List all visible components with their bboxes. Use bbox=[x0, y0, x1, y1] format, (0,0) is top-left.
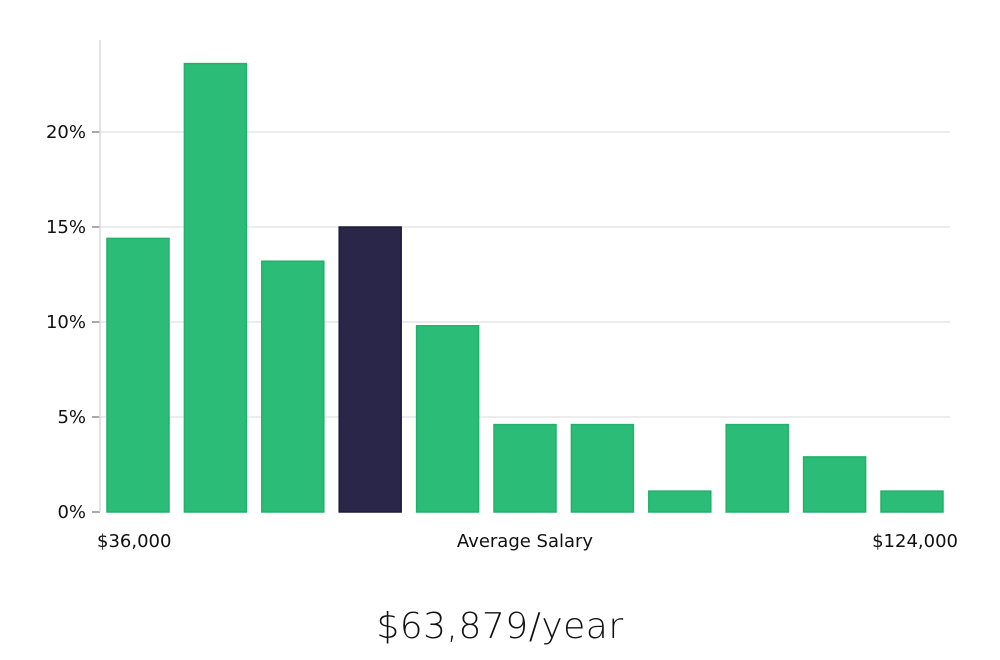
histogram-bar bbox=[802, 456, 867, 513]
histogram-bar bbox=[493, 423, 557, 513]
average-salary-value: $63,879/year bbox=[376, 606, 624, 647]
histogram-bar bbox=[570, 423, 635, 513]
y-tick-label: 20% bbox=[46, 122, 86, 143]
x-axis-title: Average Salary bbox=[457, 531, 594, 552]
histogram-bar bbox=[648, 490, 712, 513]
histogram-bar bbox=[415, 325, 480, 513]
histogram-bar-highlighted bbox=[338, 226, 402, 513]
y-axis-ticks: 0% 5% 10% 15% 20% bbox=[46, 122, 100, 523]
y-tick-label: 0% bbox=[57, 502, 86, 523]
histogram-bar bbox=[261, 260, 325, 513]
salary-histogram: 0% 5% 10% 15% 20% $36,000 Average Salary $12… bbox=[46, 40, 958, 552]
histogram-bar bbox=[106, 237, 170, 513]
histogram-bar bbox=[880, 490, 944, 513]
y-tick-label: 10% bbox=[46, 312, 86, 333]
histogram-bars bbox=[106, 62, 944, 513]
y-tick-label: 5% bbox=[57, 407, 86, 428]
x-axis-start-label: $36,000 bbox=[97, 531, 171, 552]
x-axis-end-label: $124,000 bbox=[872, 531, 958, 552]
y-tick-label: 15% bbox=[46, 217, 86, 238]
histogram-bar bbox=[183, 62, 248, 513]
histogram-bar bbox=[725, 423, 789, 513]
